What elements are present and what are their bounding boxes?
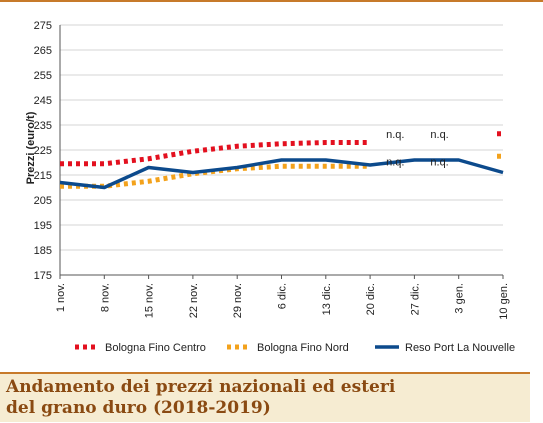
- x-tick-label: 22 nov.: [188, 283, 200, 318]
- nq-annotation: n.q.: [430, 157, 448, 169]
- x-tick-label: 10 gen.: [498, 283, 510, 320]
- nq-annotation: n.q.: [430, 129, 448, 141]
- x-tick-label: 29 nov.: [232, 283, 244, 318]
- nq-annotation: n.q.: [386, 129, 404, 141]
- y-axis-label: Prezzi (euro/t): [25, 111, 37, 184]
- y-tick-label: 195: [34, 220, 52, 232]
- legend: Bologna Fino Centro Bologna Fino Nord Reso…: [75, 342, 515, 354]
- x-tick-label: 1 nov.: [55, 283, 67, 312]
- y-tick-label: 235: [34, 120, 52, 132]
- x-tick-label: 13 dic.: [321, 283, 333, 315]
- x-tick-label: 15 nov.: [144, 283, 156, 318]
- axes: [59, 25, 504, 279]
- legend-label: Reso Port La Nouvelle: [405, 342, 515, 354]
- series-line: [59, 158, 504, 190]
- chart: Prezzi (euro/t) 175 185 195 205 215 225 235 245…: [25, 20, 515, 354]
- y-tick-label: 175: [34, 270, 52, 282]
- x-tick-label: 6 dic.: [277, 283, 289, 309]
- caption-box: Andamento dei prezzi nazionali ed esteri…: [0, 372, 530, 422]
- nq-annotation: n.q.: [386, 157, 404, 169]
- annotations: n.q. n.q. n.q. n.q.: [386, 129, 449, 169]
- y-tick-label: 265: [34, 45, 52, 57]
- grid: [60, 24, 503, 276]
- caption-title-line-2: del grano duro (2018-2019): [6, 398, 271, 418]
- series-line: [60, 140, 371, 167]
- x-tick-label: 8 nov.: [99, 283, 111, 312]
- top-rule: [0, 0, 543, 2]
- y-tick-label: 185: [34, 245, 52, 257]
- legend-label: Bologna Fino Nord: [257, 342, 349, 354]
- x-tick-labels: 1 nov. 8 nov. 15 nov. 22 nov. 29 nov. 6 dic. 1…: [55, 283, 510, 320]
- y-tick-label: 215: [34, 170, 52, 182]
- caption-title-line-1: Andamento dei prezzi nazionali ed esteri: [6, 377, 396, 397]
- y-tick-label: 245: [34, 95, 52, 107]
- series-lines: [59, 131, 504, 190]
- y-tick-label: 225: [34, 145, 52, 157]
- x-tick-label: 20 dic.: [365, 283, 377, 315]
- legend-label: Bologna Fino Centro: [105, 342, 206, 354]
- y-tick-label: 255: [34, 70, 52, 82]
- y-tick-labels: 175 185 195 205 215 225 235 245 255 265 275: [34, 20, 52, 282]
- y-tick-label: 205: [34, 195, 52, 207]
- x-tick-label: 27 dic.: [409, 283, 421, 315]
- y-tick-label: 275: [34, 20, 52, 32]
- x-tick-label: 3 gen.: [454, 283, 466, 314]
